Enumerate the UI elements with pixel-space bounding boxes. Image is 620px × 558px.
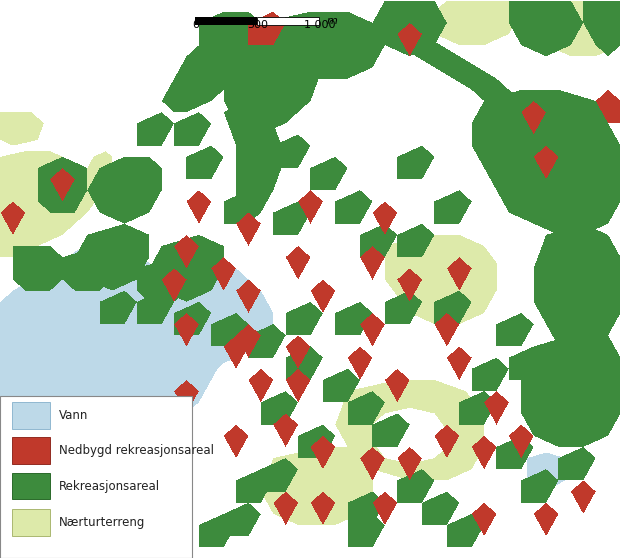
Text: 500: 500 <box>247 20 268 30</box>
Text: Rekreasjonsareal: Rekreasjonsareal <box>59 479 160 493</box>
Bar <box>195 17 257 25</box>
Bar <box>12 402 50 429</box>
Text: 1 000: 1 000 <box>304 20 335 30</box>
Text: m: m <box>327 16 338 26</box>
Text: Nedbygd rekreasjonsareal: Nedbygd rekreasjonsareal <box>59 444 214 458</box>
Text: 0: 0 <box>192 20 199 30</box>
Text: Vann: Vann <box>59 408 88 422</box>
Bar <box>12 509 50 536</box>
FancyBboxPatch shape <box>0 396 192 558</box>
Text: Nærturterreng: Nærturterreng <box>59 516 145 529</box>
Bar <box>257 17 319 25</box>
Bar <box>12 473 50 499</box>
Bar <box>12 437 50 464</box>
